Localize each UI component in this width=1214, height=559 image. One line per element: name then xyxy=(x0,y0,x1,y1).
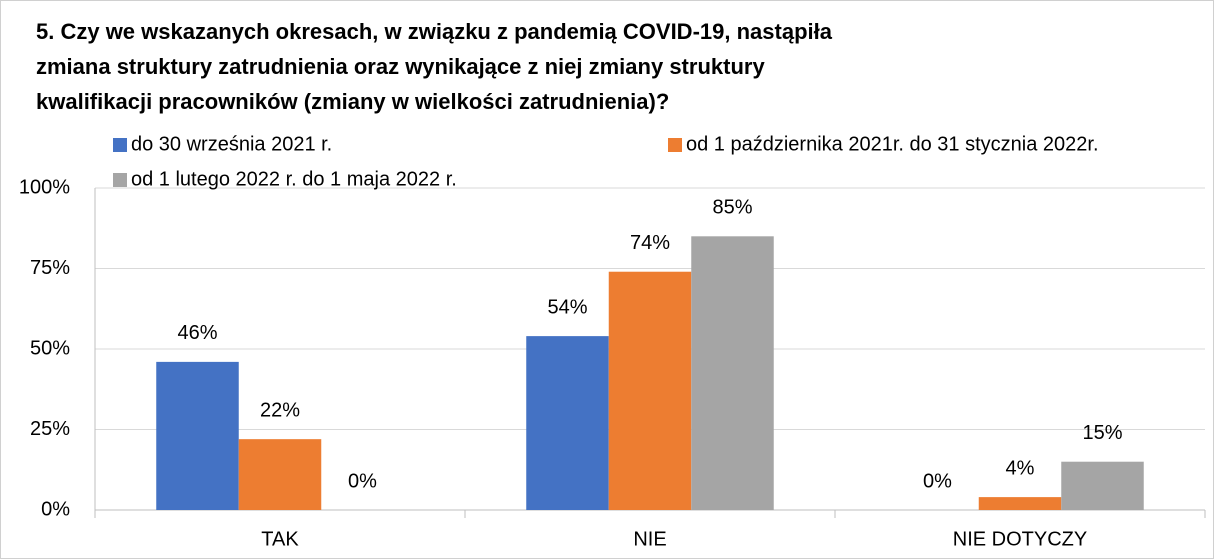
y-tick-label: 75% xyxy=(30,257,70,279)
x-tick-label: NIE DOTYCZY xyxy=(953,528,1087,550)
legend-swatch xyxy=(113,138,127,152)
data-label: 0% xyxy=(348,470,377,492)
chart-title: kwalifikacji pracowników (zmiany w wielk… xyxy=(36,89,669,114)
x-tick-label: TAK xyxy=(261,528,299,550)
chart-title: zmiana struktury zatrudnienia oraz wynik… xyxy=(36,54,765,79)
y-tick-label: 50% xyxy=(30,337,70,359)
bar xyxy=(156,361,239,510)
bar xyxy=(526,336,609,510)
data-label: 74% xyxy=(630,232,670,254)
y-tick-label: 100% xyxy=(19,176,70,198)
legend-label: od 1 października 2021r. do 31 stycznia … xyxy=(686,133,1099,155)
bar xyxy=(691,236,774,511)
legend-label: do 30 września 2021 r. xyxy=(131,133,332,155)
bar xyxy=(978,497,1062,510)
x-tick-label: NIE xyxy=(633,528,666,550)
bar xyxy=(238,439,322,510)
legend-swatch xyxy=(113,173,127,187)
data-label: 46% xyxy=(177,322,217,344)
y-tick-label: 25% xyxy=(30,418,70,440)
data-label: 22% xyxy=(260,399,300,421)
y-tick-label: 0% xyxy=(41,498,70,520)
data-label: 15% xyxy=(1082,422,1122,444)
data-label: 54% xyxy=(547,296,587,318)
bar xyxy=(1061,461,1144,510)
chart-title: 5. Czy we wskazanych okresach, w związku… xyxy=(36,19,833,44)
bar xyxy=(608,271,692,510)
legend-swatch xyxy=(668,138,682,152)
legend-label: od 1 lutego 2022 r. do 1 maja 2022 r. xyxy=(131,168,457,190)
data-label: 4% xyxy=(1006,457,1035,479)
data-label: 0% xyxy=(923,470,952,492)
data-label: 85% xyxy=(712,197,752,219)
